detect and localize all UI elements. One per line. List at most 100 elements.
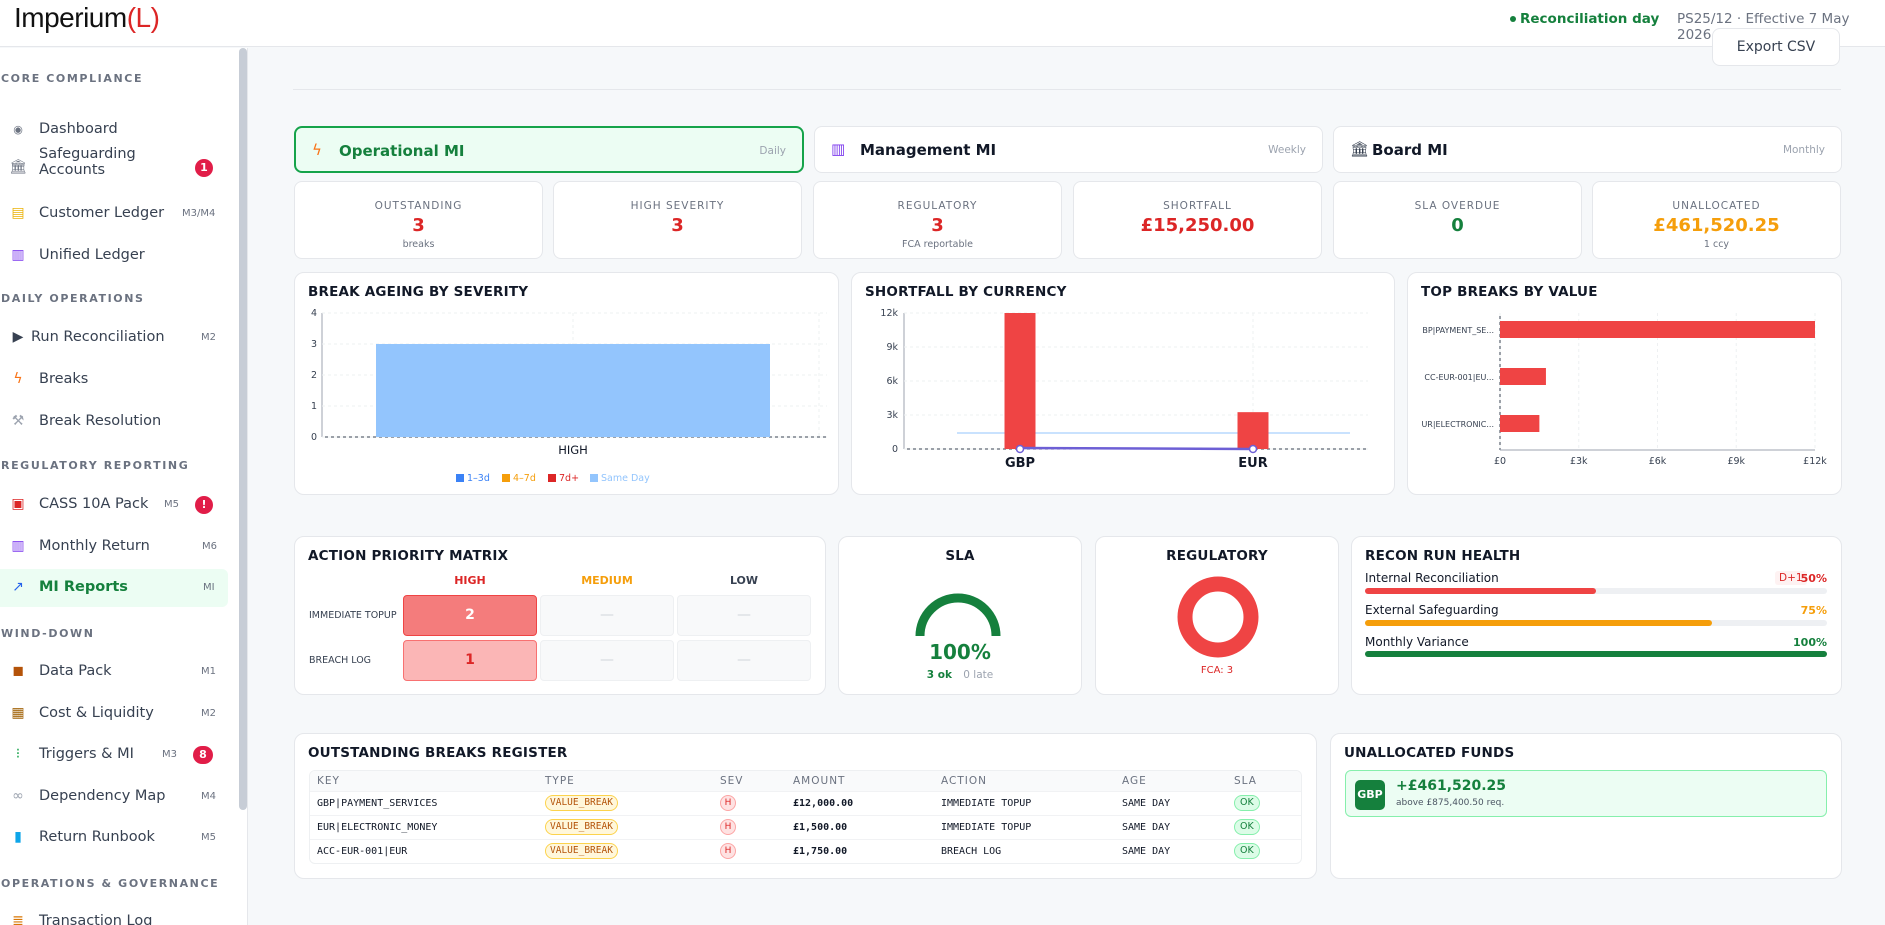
chart-title: BREAK AGEING BY SEVERITY [308,284,529,300]
kpi-value: £15,250.00 [1140,215,1255,236]
recon-progress-fill [1365,588,1596,594]
card-top-breaks: TOP BREAKS BY VALUE [1407,272,1842,495]
matrix-cell: — [677,595,811,636]
module-code: M6 [202,541,217,552]
recon-progress-track [1365,588,1827,594]
sidebar-item-label: Dashboard [39,121,118,137]
recon-row-percent: 50% [1800,572,1827,585]
sidebar-item-label: Monthly Return [39,538,150,554]
chart-title: TOP BREAKS BY VALUE [1421,284,1598,300]
sidebar-item-run-reconciliation[interactable]: ▶ Run Reconciliation M2 [0,319,228,357]
sidebar-item-transaction-log[interactable]: ≣ Transaction Log [0,903,228,925]
break-action: BREACH LOG [934,838,1115,863]
reconciliation-day-status: Reconciliation day [1510,11,1659,27]
export-csv-button[interactable]: Export CSV [1712,28,1840,66]
lightning-icon: ϟ [13,371,23,387]
module-code: M3/M4 [182,208,216,219]
tab-label: Board MI [1372,141,1448,159]
sidebar-item-label: MI Reports [39,579,128,595]
section-core-compliance: CORE COMPLIANCE [1,72,144,85]
sidebar-scrollbar[interactable] [239,48,247,810]
sidebar-item-breaks[interactable]: ϟ Breaks [0,361,228,399]
play-icon: ▶ [12,329,24,345]
sidebar-item-break-resolution[interactable]: ⚒ Break Resolution [0,403,228,441]
kpi-value: 3 [412,215,425,236]
card-sla: SLA 100% 3 ok 0 late [838,536,1082,695]
alert-badge: 1 [195,159,213,177]
recon-lag-badge: D+1 [1775,571,1807,585]
table-row[interactable]: ACC-EUR-001|EUR VALUE_BREAK H £1,750.00 … [310,838,1301,863]
break-type-badge: VALUE_BREAK [545,795,618,811]
recon-row-name: Monthly Variance [1365,635,1469,649]
column-header[interactable]: SEV [713,771,786,791]
sidebar-item-label: Run Reconciliation [31,329,165,345]
sidebar-item-dashboard[interactable]: ◉ Dashboard [0,111,228,149]
sidebar-item-dependency-map[interactable]: ∞ Dependency Map M4 [0,778,228,816]
recon-row-name: Internal Reconciliation [1365,571,1499,585]
column-header[interactable]: TYPE [538,771,713,791]
module-code: M5 [201,832,216,843]
column-header[interactable]: AGE [1115,771,1227,791]
sidebar-item-mi-reports[interactable]: ↗ MI Reports MI [0,569,228,607]
column-header[interactable]: SLA [1227,771,1301,791]
link-icon: ∞ [12,788,24,804]
card-title: OUTSTANDING BREAKS REGISTER [308,745,568,761]
break-amount: £1,750.00 [786,838,934,863]
card-title: RECON RUN HEALTH [1365,548,1521,564]
column-header[interactable]: AMOUNT [786,771,934,791]
matrix-cell[interactable]: 1 [403,640,537,681]
sidebar-item-monthly-return[interactable]: ▥ Monthly Return M6 [0,528,228,566]
kpi-label: REGULATORY [897,200,978,212]
column-header[interactable]: KEY [310,771,538,791]
tab-frequency: Daily [759,145,786,157]
tab-operational-mi[interactable]: ϟ Operational MI Daily [294,126,804,173]
sidebar-item-data-pack[interactable]: ◼ Data Pack M1 [0,653,228,691]
sidebar-item-safeguarding-accounts[interactable]: 🏛 Safeguarding Accounts 1 [0,143,228,193]
sidebar-item-unified-ledger[interactable]: ▥ Unified Ledger [0,237,228,275]
tab-board-mi[interactable]: 🏛 Board MI Monthly [1333,126,1842,173]
card-regulatory: REGULATORY FCA: 3 [1095,536,1339,695]
sidebar-item-cass-10a-pack[interactable]: ▣ CASS 10A Pack M5 ! [0,486,228,524]
wrench-icon: ⚒ [11,413,25,429]
regulatory-fca-count: FCA: 3 [1200,665,1234,676]
kpi-value: 0 [1451,215,1464,236]
app-logo[interactable]: Imperium(L) [14,2,160,33]
kpi-regulatory: REGULATORY 3 FCA reportable [813,181,1062,259]
kpi-sla-overdue: SLA OVERDUE 0 [1333,181,1582,259]
sidebar-item-label: Customer Ledger [39,205,165,221]
kpi-label: UNALLOCATED [1672,200,1761,212]
alert-badge: ! [195,496,213,514]
sidebar-item-triggers-mi[interactable]: ⁝ Triggers & MI M3 8 [0,736,228,774]
card-recon-run-health: RECON RUN HEALTH [1351,536,1842,695]
matrix-row-label: BREACH LOG [309,655,372,666]
break-type-badge: VALUE_BREAK [545,843,618,860]
sidebar-item-return-runbook[interactable]: ▮ Return Runbook M5 [0,819,228,857]
ledger-icon: ▤ [11,205,25,221]
clipboard-icon: ▣ [11,496,25,512]
break-key: ACC-EUR-001|EUR [310,838,538,863]
table-row[interactable]: EUR|ELECTRONIC_MONEY VALUE_BREAK H £1,50… [310,814,1301,839]
coins-icon: ▦ [11,705,25,721]
severity-badge: H [720,843,736,860]
kpi-high-severity: HIGH SEVERITY 3 [553,181,802,259]
regulatory-donut [1177,576,1259,658]
bank-icon: 🏛 [1350,140,1370,158]
module-code: MI [203,582,215,593]
break-type-badge: VALUE_BREAK [545,819,618,835]
tab-management-mi[interactable]: ▥ Management MI Weekly [814,126,1323,173]
sla-late-count: 0 late [963,669,994,681]
matrix-cell: — [540,595,674,636]
table-row[interactable]: GBP|PAYMENT_SERVICES VALUE_BREAK H £12,0… [310,790,1301,815]
sidebar-item-label: Data Pack [39,663,112,679]
column-header[interactable]: ACTION [934,771,1115,791]
sidebar-item-cost-liquidity[interactable]: ▦ Cost & Liquidity M2 [0,695,228,733]
matrix-cell[interactable]: 2 [403,595,537,636]
sla-gauge [915,593,1001,637]
tab-frequency: Weekly [1268,144,1306,156]
matrix-cell: — [677,640,811,681]
sidebar-item-customer-ledger[interactable]: ▤ Customer Ledger M3/M4 [0,195,228,233]
currency-badge: GBP [1355,780,1385,810]
break-action: IMMEDIATE TOPUP [934,790,1115,815]
unallocated-fund-row[interactable]: GBP +£461,520.25 above £875,400.50 req. [1345,770,1827,817]
sla-ok-count: 3 ok [926,669,952,681]
